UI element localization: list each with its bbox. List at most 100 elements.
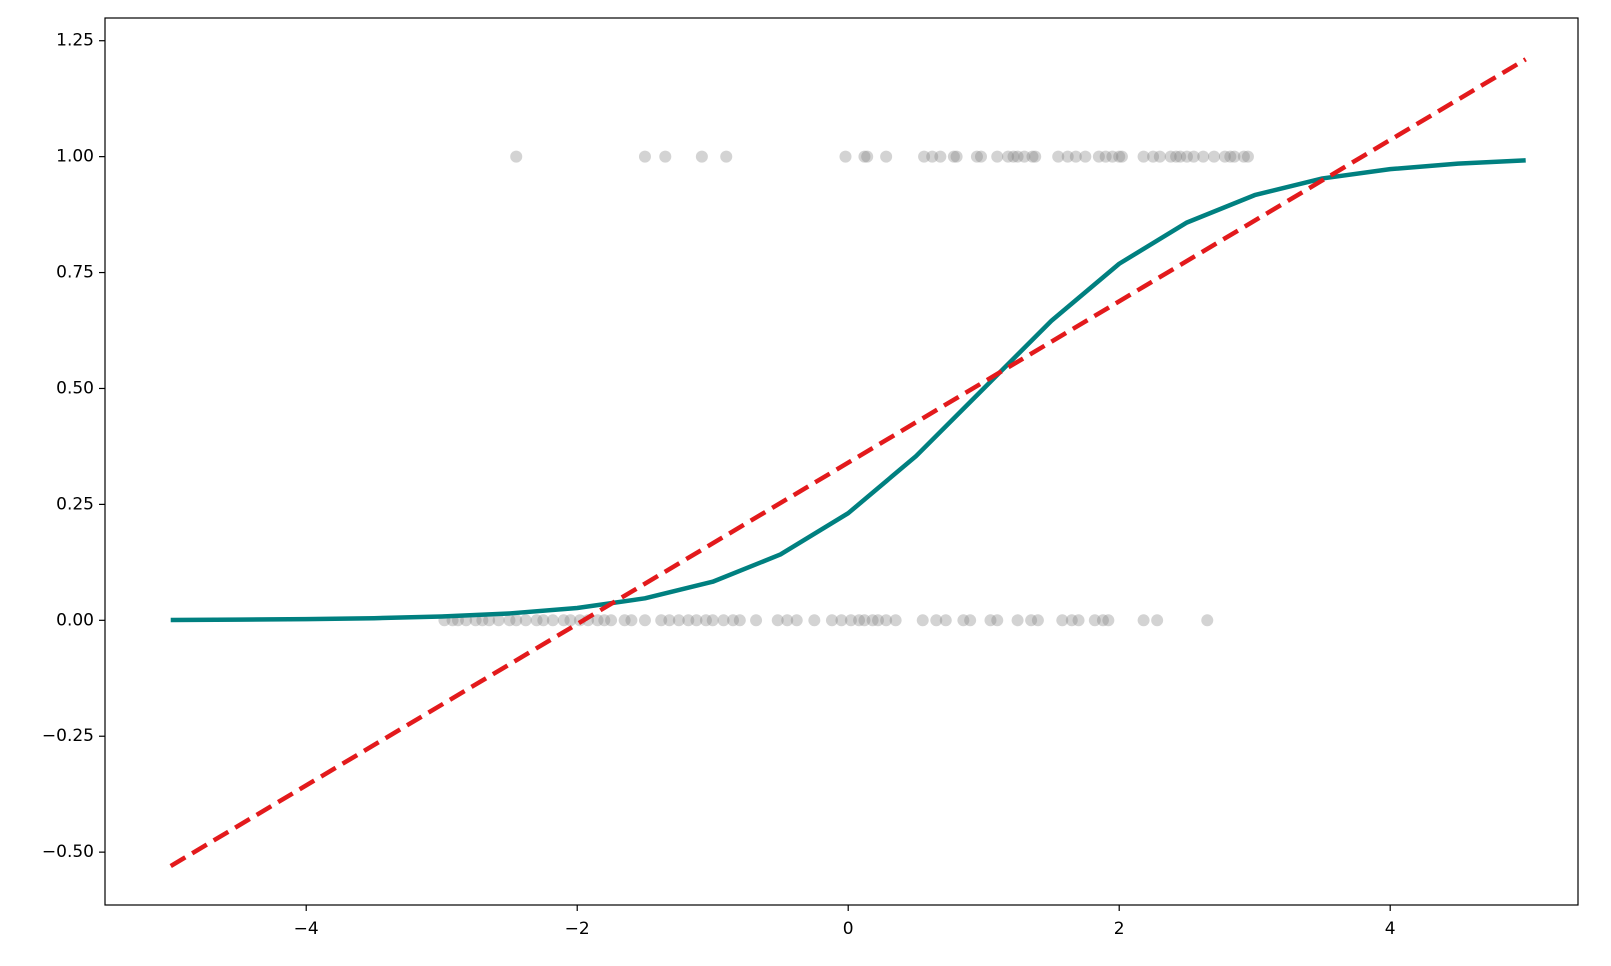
scatter-point (1187, 150, 1200, 163)
scatter-point (695, 150, 708, 163)
scatter-point (872, 614, 885, 627)
scatter-point (771, 614, 784, 627)
scatter-point (1061, 150, 1074, 163)
y-tick-label: −0.25 (42, 726, 94, 746)
scatter-point (1174, 150, 1187, 163)
scatter-point (591, 614, 604, 627)
scatter-point (598, 614, 611, 627)
scatter-point (926, 150, 939, 163)
scatter-point (1052, 150, 1065, 163)
scatter-point (934, 150, 947, 163)
y-tick-label: 0.50 (56, 378, 94, 398)
scatter-point (880, 614, 893, 627)
scatter-point (1056, 614, 1069, 627)
x-tick-label: 0 (843, 919, 854, 939)
scatter-point (1115, 150, 1128, 163)
scatter-point (861, 150, 874, 163)
scatter-point (476, 614, 489, 627)
scatter-point (1218, 150, 1231, 163)
scatter-point (916, 614, 929, 627)
x-tick-label: −2 (565, 919, 590, 939)
scatter-point (984, 614, 997, 627)
scatter-point (858, 150, 871, 163)
scatter-point (682, 614, 695, 627)
scatter-point (880, 150, 893, 163)
scatter-point (537, 614, 550, 627)
scatter-point (1237, 150, 1250, 163)
scatter-point (717, 614, 730, 627)
scatter-point (1069, 150, 1082, 163)
scatter-point (492, 614, 505, 627)
scatter-point (1007, 150, 1020, 163)
scatter-point (808, 614, 821, 627)
scatter-point (1153, 150, 1166, 163)
scatter-point (781, 614, 794, 627)
scatter-point (1147, 150, 1160, 163)
scatter-point (1106, 150, 1119, 163)
scatter-point (974, 150, 987, 163)
scatter-point (605, 614, 618, 627)
scatter-point (1170, 150, 1183, 163)
scatter-point (1180, 150, 1193, 163)
scatter-point (546, 614, 559, 627)
scatter-point (1137, 614, 1150, 627)
scatter-point (1065, 614, 1078, 627)
scatter-point (1072, 614, 1085, 627)
scatter-point (699, 614, 712, 627)
scatter-point (625, 614, 638, 627)
scatter-point (1102, 614, 1115, 627)
scatter-point (1151, 614, 1164, 627)
scatter-point (1164, 150, 1177, 163)
scatter-point (519, 614, 532, 627)
scatter-point (866, 614, 879, 627)
scatter-point (844, 614, 857, 627)
scatter-point (858, 614, 871, 627)
scatter-point (659, 150, 672, 163)
scatter-point (510, 150, 523, 163)
scatter-point (1092, 150, 1105, 163)
scatter-point (957, 614, 970, 627)
scatter-point (483, 614, 496, 627)
scatter-point (663, 614, 676, 627)
scatter-point (835, 614, 848, 627)
scatter-point (733, 614, 746, 627)
scatter-point (1079, 150, 1092, 163)
scatter-point (510, 614, 523, 627)
scatter-point (720, 150, 733, 163)
curve (170, 158, 1526, 623)
scatter-point (1241, 150, 1254, 163)
scatter-point (655, 614, 668, 627)
scatter-point (1018, 150, 1031, 163)
x-tick-label: −4 (294, 919, 319, 939)
scatter-point (618, 614, 631, 627)
scatter-point (1224, 150, 1237, 163)
y-tick-label: 0.00 (56, 610, 94, 630)
scatter-point (991, 614, 1004, 627)
dashed-line (169, 57, 1527, 868)
scatter-point (970, 150, 983, 163)
scatter-point (1088, 614, 1101, 627)
scatter-point (1025, 614, 1038, 627)
y-tick-label: 0.75 (56, 263, 94, 283)
y-tick-label: 1.25 (56, 31, 94, 51)
scatter-point (1029, 150, 1042, 163)
scatter-point (1137, 150, 1150, 163)
scatter-point (964, 614, 977, 627)
scatter-point (825, 614, 838, 627)
scatter-point (530, 614, 543, 627)
scatter-point (1026, 150, 1039, 163)
scatter-point (706, 614, 719, 627)
scatter-point (1208, 150, 1221, 163)
x-tick-label: 4 (1385, 919, 1396, 939)
scatter-point (1099, 150, 1112, 163)
scatter-point (1031, 614, 1044, 627)
scatter-point (991, 150, 1004, 163)
scatter-point (638, 150, 651, 163)
scatter-point (853, 614, 866, 627)
scatter-point (672, 614, 685, 627)
y-tick-label: 1.00 (56, 147, 94, 167)
scatter-point (939, 614, 952, 627)
scatter-point (557, 614, 570, 627)
plot-frame (104, 17, 1579, 906)
